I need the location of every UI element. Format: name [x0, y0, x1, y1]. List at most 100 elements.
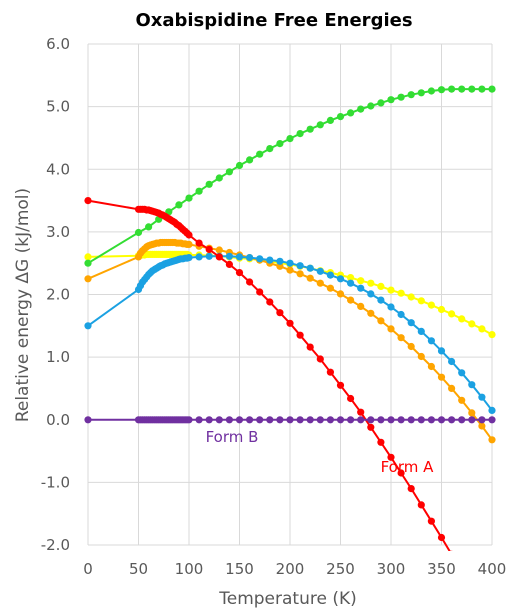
data-point	[458, 85, 466, 93]
data-point	[336, 290, 345, 298]
data-point	[205, 252, 213, 260]
data-point	[286, 416, 294, 424]
data-point	[276, 257, 284, 265]
data-point	[377, 416, 385, 424]
data-point	[478, 325, 486, 333]
y-tick-label: 1.0	[46, 348, 70, 366]
data-point	[377, 282, 385, 290]
data-point	[235, 253, 244, 261]
data-point	[357, 277, 365, 285]
data-point	[347, 274, 355, 282]
data-point	[84, 416, 92, 424]
data-point	[134, 228, 143, 237]
data-point	[316, 416, 324, 424]
data-point	[316, 267, 324, 275]
data-point	[377, 438, 385, 446]
data-point	[175, 201, 183, 209]
data-point	[84, 322, 92, 330]
data-point	[407, 91, 415, 99]
grid	[87, 43, 493, 546]
data-point	[256, 416, 264, 424]
data-point	[235, 269, 244, 277]
data-point	[347, 416, 355, 424]
data-point	[185, 231, 193, 239]
data-point	[256, 255, 264, 263]
data-point	[316, 279, 324, 287]
data-point	[427, 517, 435, 525]
data-point	[185, 240, 193, 248]
data-point	[407, 342, 415, 351]
data-point	[235, 416, 244, 424]
data-point	[437, 373, 446, 381]
x-axis-label: Temperature (K)	[218, 589, 357, 609]
x-tick-label: 0	[83, 560, 93, 578]
y-tick-label: 0.0	[46, 411, 70, 429]
data-point	[195, 253, 203, 261]
data-point	[326, 116, 334, 124]
data-point	[347, 109, 355, 117]
y-tick-label: 4.0	[46, 160, 70, 178]
data-point	[397, 289, 405, 297]
data-point	[185, 416, 193, 424]
data-point	[458, 416, 466, 424]
series-form-b	[84, 416, 496, 424]
data-point	[306, 264, 314, 272]
data-point	[185, 254, 193, 262]
data-point	[377, 99, 385, 107]
data-point	[246, 278, 254, 286]
data-point	[427, 301, 435, 309]
data-point	[468, 381, 476, 389]
data-point	[145, 223, 153, 231]
y-tick-label: 5.0	[46, 98, 70, 116]
data-point	[478, 416, 486, 424]
data-point	[437, 533, 446, 542]
data-point	[407, 416, 415, 424]
data-point	[488, 416, 496, 424]
data-point	[205, 416, 213, 424]
data-point	[448, 384, 456, 392]
data-point	[185, 194, 193, 202]
data-point	[417, 89, 425, 97]
data-point	[225, 260, 233, 268]
data-point	[407, 485, 415, 493]
data-point	[488, 436, 496, 444]
data-point	[367, 423, 375, 431]
data-point	[367, 290, 375, 298]
data-point	[357, 408, 365, 416]
data-point	[448, 416, 456, 424]
data-point	[256, 150, 264, 158]
data-point	[246, 416, 254, 424]
data-point	[468, 416, 476, 424]
data-point	[336, 113, 345, 121]
data-point	[215, 253, 223, 261]
y-tick-label: -2.0	[41, 536, 70, 554]
data-point	[458, 568, 465, 575]
data-point	[276, 262, 284, 270]
data-point	[488, 406, 496, 414]
data-point	[468, 85, 476, 93]
data-point	[246, 254, 254, 262]
data-point	[286, 259, 294, 267]
data-point	[448, 310, 456, 318]
data-point	[417, 327, 425, 335]
data-point	[427, 416, 435, 424]
data-point	[84, 275, 92, 283]
data-point	[450, 550, 453, 551]
data-point	[266, 256, 274, 264]
data-point	[296, 262, 304, 270]
data-point	[387, 303, 395, 311]
data-point	[225, 168, 233, 176]
data-point	[266, 298, 274, 306]
data-point	[367, 416, 375, 424]
y-tick-label: -1.0	[41, 473, 70, 491]
data-point	[417, 297, 425, 305]
form-b-annotation: Form B	[206, 428, 259, 446]
data-point	[306, 125, 314, 133]
series-group	[84, 85, 496, 575]
data-point	[296, 416, 304, 424]
data-point	[387, 96, 395, 104]
x-tick-label: 400	[478, 560, 507, 578]
data-point	[296, 331, 304, 339]
data-point	[377, 296, 385, 304]
